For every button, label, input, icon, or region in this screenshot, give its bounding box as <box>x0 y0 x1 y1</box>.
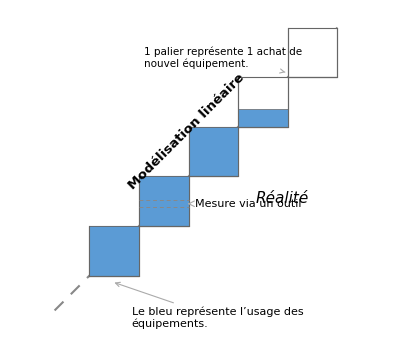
Bar <box>287 27 336 77</box>
Bar <box>188 127 238 176</box>
Text: Mesure via un outil: Mesure via un outil <box>194 199 300 209</box>
Bar <box>89 226 139 276</box>
Bar <box>238 77 287 127</box>
Bar <box>139 176 188 226</box>
Bar <box>89 226 139 276</box>
Bar <box>238 109 287 127</box>
Bar <box>139 176 188 226</box>
Text: Modélisation linéaire: Modélisation linéaire <box>125 71 246 192</box>
Text: Réalité: Réalité <box>255 191 308 206</box>
Bar <box>188 127 238 176</box>
Text: Le bleu représente l’usage des
équipements.: Le bleu représente l’usage des équipemen… <box>115 282 302 329</box>
Text: 1 palier représente 1 achat de
nouvel équipement.: 1 palier représente 1 achat de nouvel éq… <box>144 46 301 73</box>
